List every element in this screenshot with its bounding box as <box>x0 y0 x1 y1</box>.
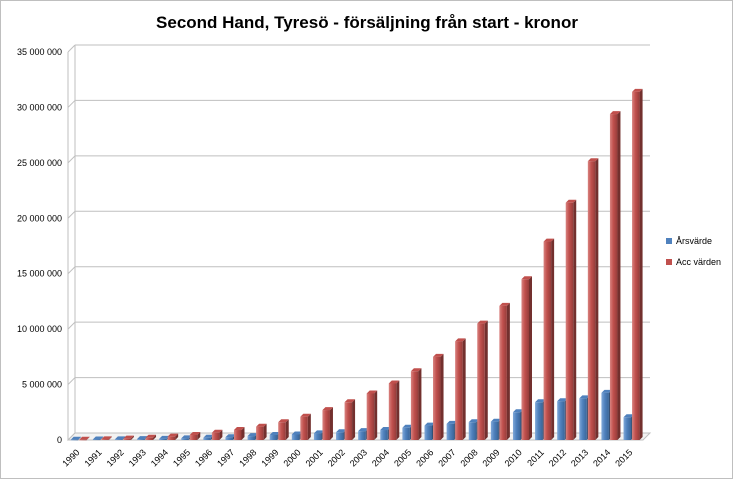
x-tick-label: 2007 <box>436 447 457 468</box>
x-tick-label: 2009 <box>481 447 502 468</box>
x-axis-ticks: 1990 1991 1992 1993 1994 1995 1996 1997 1998 1999… <box>60 447 634 468</box>
x-tick-label: 1996 <box>193 447 214 468</box>
bar-acc-varden <box>499 302 510 440</box>
x-tick-label: 1990 <box>60 447 81 468</box>
gridline-side <box>67 210 76 219</box>
x-tick-label: 2008 <box>458 447 479 468</box>
bar-acc-varden <box>167 433 179 440</box>
y-tick-label: 5 000 000 <box>22 380 62 390</box>
gridline-side <box>67 155 76 164</box>
bar-acc-varden <box>101 436 112 440</box>
y-tick-label: 15 000 000 <box>17 269 62 279</box>
x-tick-label: 2014 <box>591 447 612 468</box>
x-tick-label: 2013 <box>569 447 590 468</box>
x-tick-label: 2012 <box>547 447 568 468</box>
x-tick-label: 2005 <box>392 447 413 468</box>
bar-acc-varden <box>256 423 267 440</box>
bar-acc-varden <box>455 338 466 440</box>
x-tick-label: 1993 <box>127 447 148 468</box>
x-tick-label: 2001 <box>304 447 325 468</box>
x-tick-label: 2010 <box>503 447 524 468</box>
x-tick-label: 2003 <box>348 447 369 468</box>
x-tick-label: 1999 <box>259 447 280 468</box>
bar-acc-varden <box>433 353 444 440</box>
bar-acc-varden <box>300 413 311 440</box>
x-tick-label: 1991 <box>82 447 103 468</box>
gridline-side <box>67 321 76 330</box>
bar-acc-varden <box>609 111 621 440</box>
bar-acc-varden <box>145 434 157 440</box>
bar-acc-varden <box>278 419 289 440</box>
bar-acc-varden <box>521 276 532 440</box>
y-tick-label: 35 000 000 <box>17 47 62 57</box>
gridlines <box>67 44 650 441</box>
bar-acc-varden <box>189 432 201 440</box>
bar-acc-varden <box>587 158 599 441</box>
x-tick-label: 1992 <box>105 447 126 468</box>
bar-arsvarde <box>70 436 82 441</box>
x-tick-label: 1994 <box>149 447 170 468</box>
bars <box>70 88 643 441</box>
gridline-side <box>67 266 76 275</box>
bar-acc-varden <box>211 429 223 440</box>
bar-acc-varden <box>344 399 356 440</box>
chart-title: Second Hand, Tyresö - försäljning från s… <box>156 13 578 32</box>
bar-acc-varden <box>543 238 555 440</box>
x-tick-label: 2015 <box>613 447 634 468</box>
x-tick-label: 2000 <box>281 447 302 468</box>
y-tick-label: 0 <box>57 435 62 445</box>
legend-label: Årsvärde <box>676 236 712 246</box>
bar-acc-varden <box>477 320 488 440</box>
legend-label: Acc värden <box>676 257 721 267</box>
x-tick-label: 1998 <box>237 447 258 468</box>
x-tick-label: 2002 <box>326 447 347 468</box>
bar-arsvarde <box>92 436 104 441</box>
gridline-side <box>67 100 76 108</box>
gridline-side <box>67 44 76 53</box>
bar-acc-varden <box>79 436 90 441</box>
bar-acc-varden <box>632 88 643 440</box>
bar-arsvarde <box>114 436 126 440</box>
gridline-side <box>67 377 76 385</box>
x-tick-label: 2011 <box>525 447 546 468</box>
x-tick-label: 2004 <box>370 447 391 468</box>
y-tick-label: 10 000 000 <box>17 324 62 334</box>
y-tick-label: 20 000 000 <box>17 213 62 223</box>
bar-acc-varden <box>322 407 333 440</box>
bar-acc-varden <box>410 368 422 440</box>
bar-acc-varden <box>366 390 378 440</box>
y-axis-ticks: 0 5 000 000 10 000 000 15 000 000 20 000 000… <box>17 47 62 445</box>
bar-acc-varden <box>233 427 245 440</box>
legend-swatch <box>666 259 672 265</box>
x-tick-label: 1997 <box>215 447 236 468</box>
y-tick-label: 25 000 000 <box>17 158 62 168</box>
bar-acc-varden <box>388 380 400 440</box>
bar-acc-varden <box>565 199 577 440</box>
x-tick-label: 2006 <box>414 447 435 468</box>
x-tick-label: 1995 <box>171 447 192 468</box>
legend: Årsvärde Acc värden <box>666 236 721 267</box>
y-tick-label: 30 000 000 <box>17 102 62 112</box>
legend-swatch <box>666 238 672 244</box>
bar-acc-varden <box>123 435 134 440</box>
